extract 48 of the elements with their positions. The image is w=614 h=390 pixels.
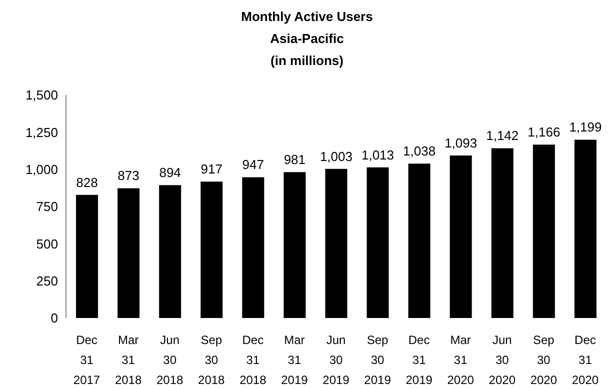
- bar: [118, 188, 140, 318]
- bar: [76, 194, 98, 318]
- y-tick-label: 1,250: [25, 124, 58, 140]
- data-label: 947: [242, 157, 264, 172]
- bar: [242, 177, 264, 318]
- x-tick-label: Dec 31 2020: [572, 333, 599, 387]
- x-tick-label: Dec 31 2018: [240, 333, 267, 387]
- bar: [325, 168, 348, 318]
- data-label: 1,003: [320, 148, 353, 164]
- data-label: 1,093: [444, 136, 478, 151]
- bar: [408, 164, 430, 318]
- data-label: 873: [118, 168, 140, 184]
- x-tick-label: Sep 30 2020: [530, 333, 558, 387]
- data-label: 917: [200, 162, 222, 177]
- data-label: 981: [284, 152, 306, 168]
- y-tick-label: 1,500: [25, 88, 58, 103]
- bar: [366, 167, 389, 318]
- chart-title: Monthly Active Users: [240, 8, 374, 26]
- y-tick-label: 750: [36, 199, 58, 214]
- y-tick-label: 250: [36, 273, 58, 288]
- data-label: 1,166: [528, 124, 560, 140]
- data-label: 894: [159, 165, 181, 180]
- y-tick-label: 1,000: [25, 162, 58, 177]
- bar: [491, 148, 514, 318]
- x-tick-label: Sep 30 2019: [364, 333, 392, 387]
- bar: [450, 156, 472, 318]
- bar: [284, 172, 306, 318]
- x-tick-label: Mar 31 2018: [114, 333, 142, 387]
- x-tick-label: Mar 31 2020: [447, 333, 474, 387]
- x-tick-label: Dec 31 2017: [73, 333, 100, 387]
- data-label: 1,199: [569, 120, 602, 135]
- x-tick-label: Sep 30 2018: [198, 333, 226, 387]
- y-tick-label: 500: [36, 236, 58, 252]
- x-tick-label: Jun 30 2019: [322, 333, 350, 387]
- x-tick-label: Mar 31 2019: [281, 333, 308, 387]
- data-label: 1,142: [486, 128, 519, 144]
- x-tick-label: Jun 30 2020: [488, 333, 516, 387]
- x-tick-label: Dec 31 2019: [406, 333, 433, 387]
- bar: [574, 140, 596, 318]
- bar: [200, 182, 223, 318]
- data-label: 1,013: [361, 147, 394, 162]
- data-label: 828: [76, 174, 98, 190]
- bar: [159, 185, 182, 318]
- x-tick-label: Jun 30 2018: [156, 333, 184, 387]
- data-label: 1,038: [403, 144, 436, 159]
- y-tick-label: 0: [50, 310, 58, 326]
- chart-subtitle: Asia-Pacific (in millions): [269, 30, 345, 70]
- bar: [532, 144, 555, 318]
